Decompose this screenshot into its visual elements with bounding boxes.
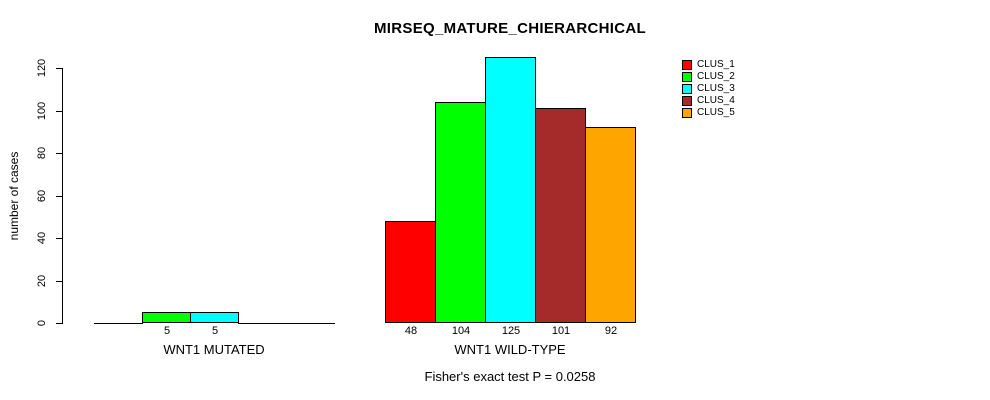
group-label-wnt1-wild-type: WNT1 WILD-TYPE <box>454 342 566 357</box>
y-tick-label: 40 <box>36 231 48 245</box>
bar-clus_1-wnt1-wild-type <box>385 221 436 323</box>
y-tick-label: 120 <box>36 58 48 78</box>
legend-swatch-clus_4 <box>682 96 692 106</box>
legend-label: CLUS_2 <box>697 71 735 82</box>
bar-value-label: 5 <box>163 325 171 337</box>
y-tick-mark <box>56 323 62 324</box>
bar-clus_2-wnt1-wild-type <box>435 102 486 323</box>
y-tick-mark <box>56 68 62 69</box>
y-tick-mark <box>56 281 62 282</box>
legend: CLUS_1 CLUS_2 CLUS_3 CLUS_4 CLUS_5 <box>682 59 735 119</box>
legend-label: CLUS_3 <box>697 83 735 94</box>
chart-title: MIRSEQ_MATURE_CHIERARCHICAL <box>374 20 646 37</box>
bar-value-label: 101 <box>551 325 571 337</box>
y-tick-label: 20 <box>36 274 48 288</box>
legend-label: CLUS_4 <box>697 95 735 106</box>
bar-clus_4-wnt1-wild-type <box>535 108 586 323</box>
y-tick-mark <box>56 153 62 154</box>
bar-value-label: 104 <box>451 325 471 337</box>
legend-row-clus_4: CLUS_4 <box>682 95 735 107</box>
legend-row-clus_5: CLUS_5 <box>682 107 735 119</box>
bar-clus_3-wnt1-wild-type <box>485 57 536 323</box>
y-tick-mark <box>56 196 62 197</box>
legend-swatch-clus_3 <box>682 84 692 94</box>
group-label-wnt1-mutated: WNT1 MUTATED <box>163 342 265 357</box>
zero-bar-clus_5-wnt1-mutated <box>286 323 335 324</box>
bar-value-label: 125 <box>501 325 521 337</box>
bar-value-label: 48 <box>404 325 418 337</box>
zero-bar-clus_1-wnt1-mutated <box>94 323 143 324</box>
y-tick-label: 0 <box>36 319 48 327</box>
y-tick-mark <box>56 111 62 112</box>
bar-clus_5-wnt1-wild-type <box>585 127 636 323</box>
legend-swatch-clus_1 <box>682 60 692 70</box>
legend-swatch-clus_2 <box>682 72 692 82</box>
y-tick-label: 100 <box>36 101 48 121</box>
y-tick-label: 60 <box>36 189 48 203</box>
legend-row-clus_2: CLUS_2 <box>682 71 735 83</box>
bar-clus_3-wnt1-mutated <box>190 312 239 323</box>
bar-value-label: 92 <box>604 325 618 337</box>
bar-clus_2-wnt1-mutated <box>142 312 191 323</box>
legend-row-clus_3: CLUS_3 <box>682 83 735 95</box>
y-tick-mark <box>56 238 62 239</box>
legend-row-clus_1: CLUS_1 <box>682 59 735 71</box>
y-tick-label: 80 <box>36 146 48 160</box>
legend-label: CLUS_5 <box>697 107 735 118</box>
legend-swatch-clus_5 <box>682 108 692 118</box>
legend-label: CLUS_1 <box>697 59 735 70</box>
y-axis-line <box>62 68 63 324</box>
zero-bar-clus_4-wnt1-mutated <box>238 323 287 324</box>
fisher-test-annotation: Fisher's exact test P = 0.0258 <box>424 369 596 384</box>
bar-value-label: 5 <box>211 325 219 337</box>
